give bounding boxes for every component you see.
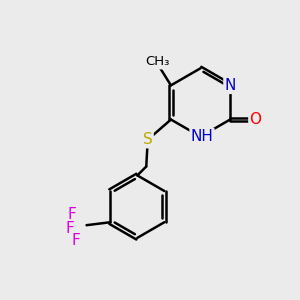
Text: F: F xyxy=(66,221,75,236)
Text: F: F xyxy=(72,232,80,247)
Text: F: F xyxy=(67,207,76,222)
Text: N: N xyxy=(224,78,236,93)
Text: CH₃: CH₃ xyxy=(146,56,170,68)
Text: S: S xyxy=(143,132,153,147)
Text: NH: NH xyxy=(190,129,214,144)
Text: O: O xyxy=(249,112,261,127)
